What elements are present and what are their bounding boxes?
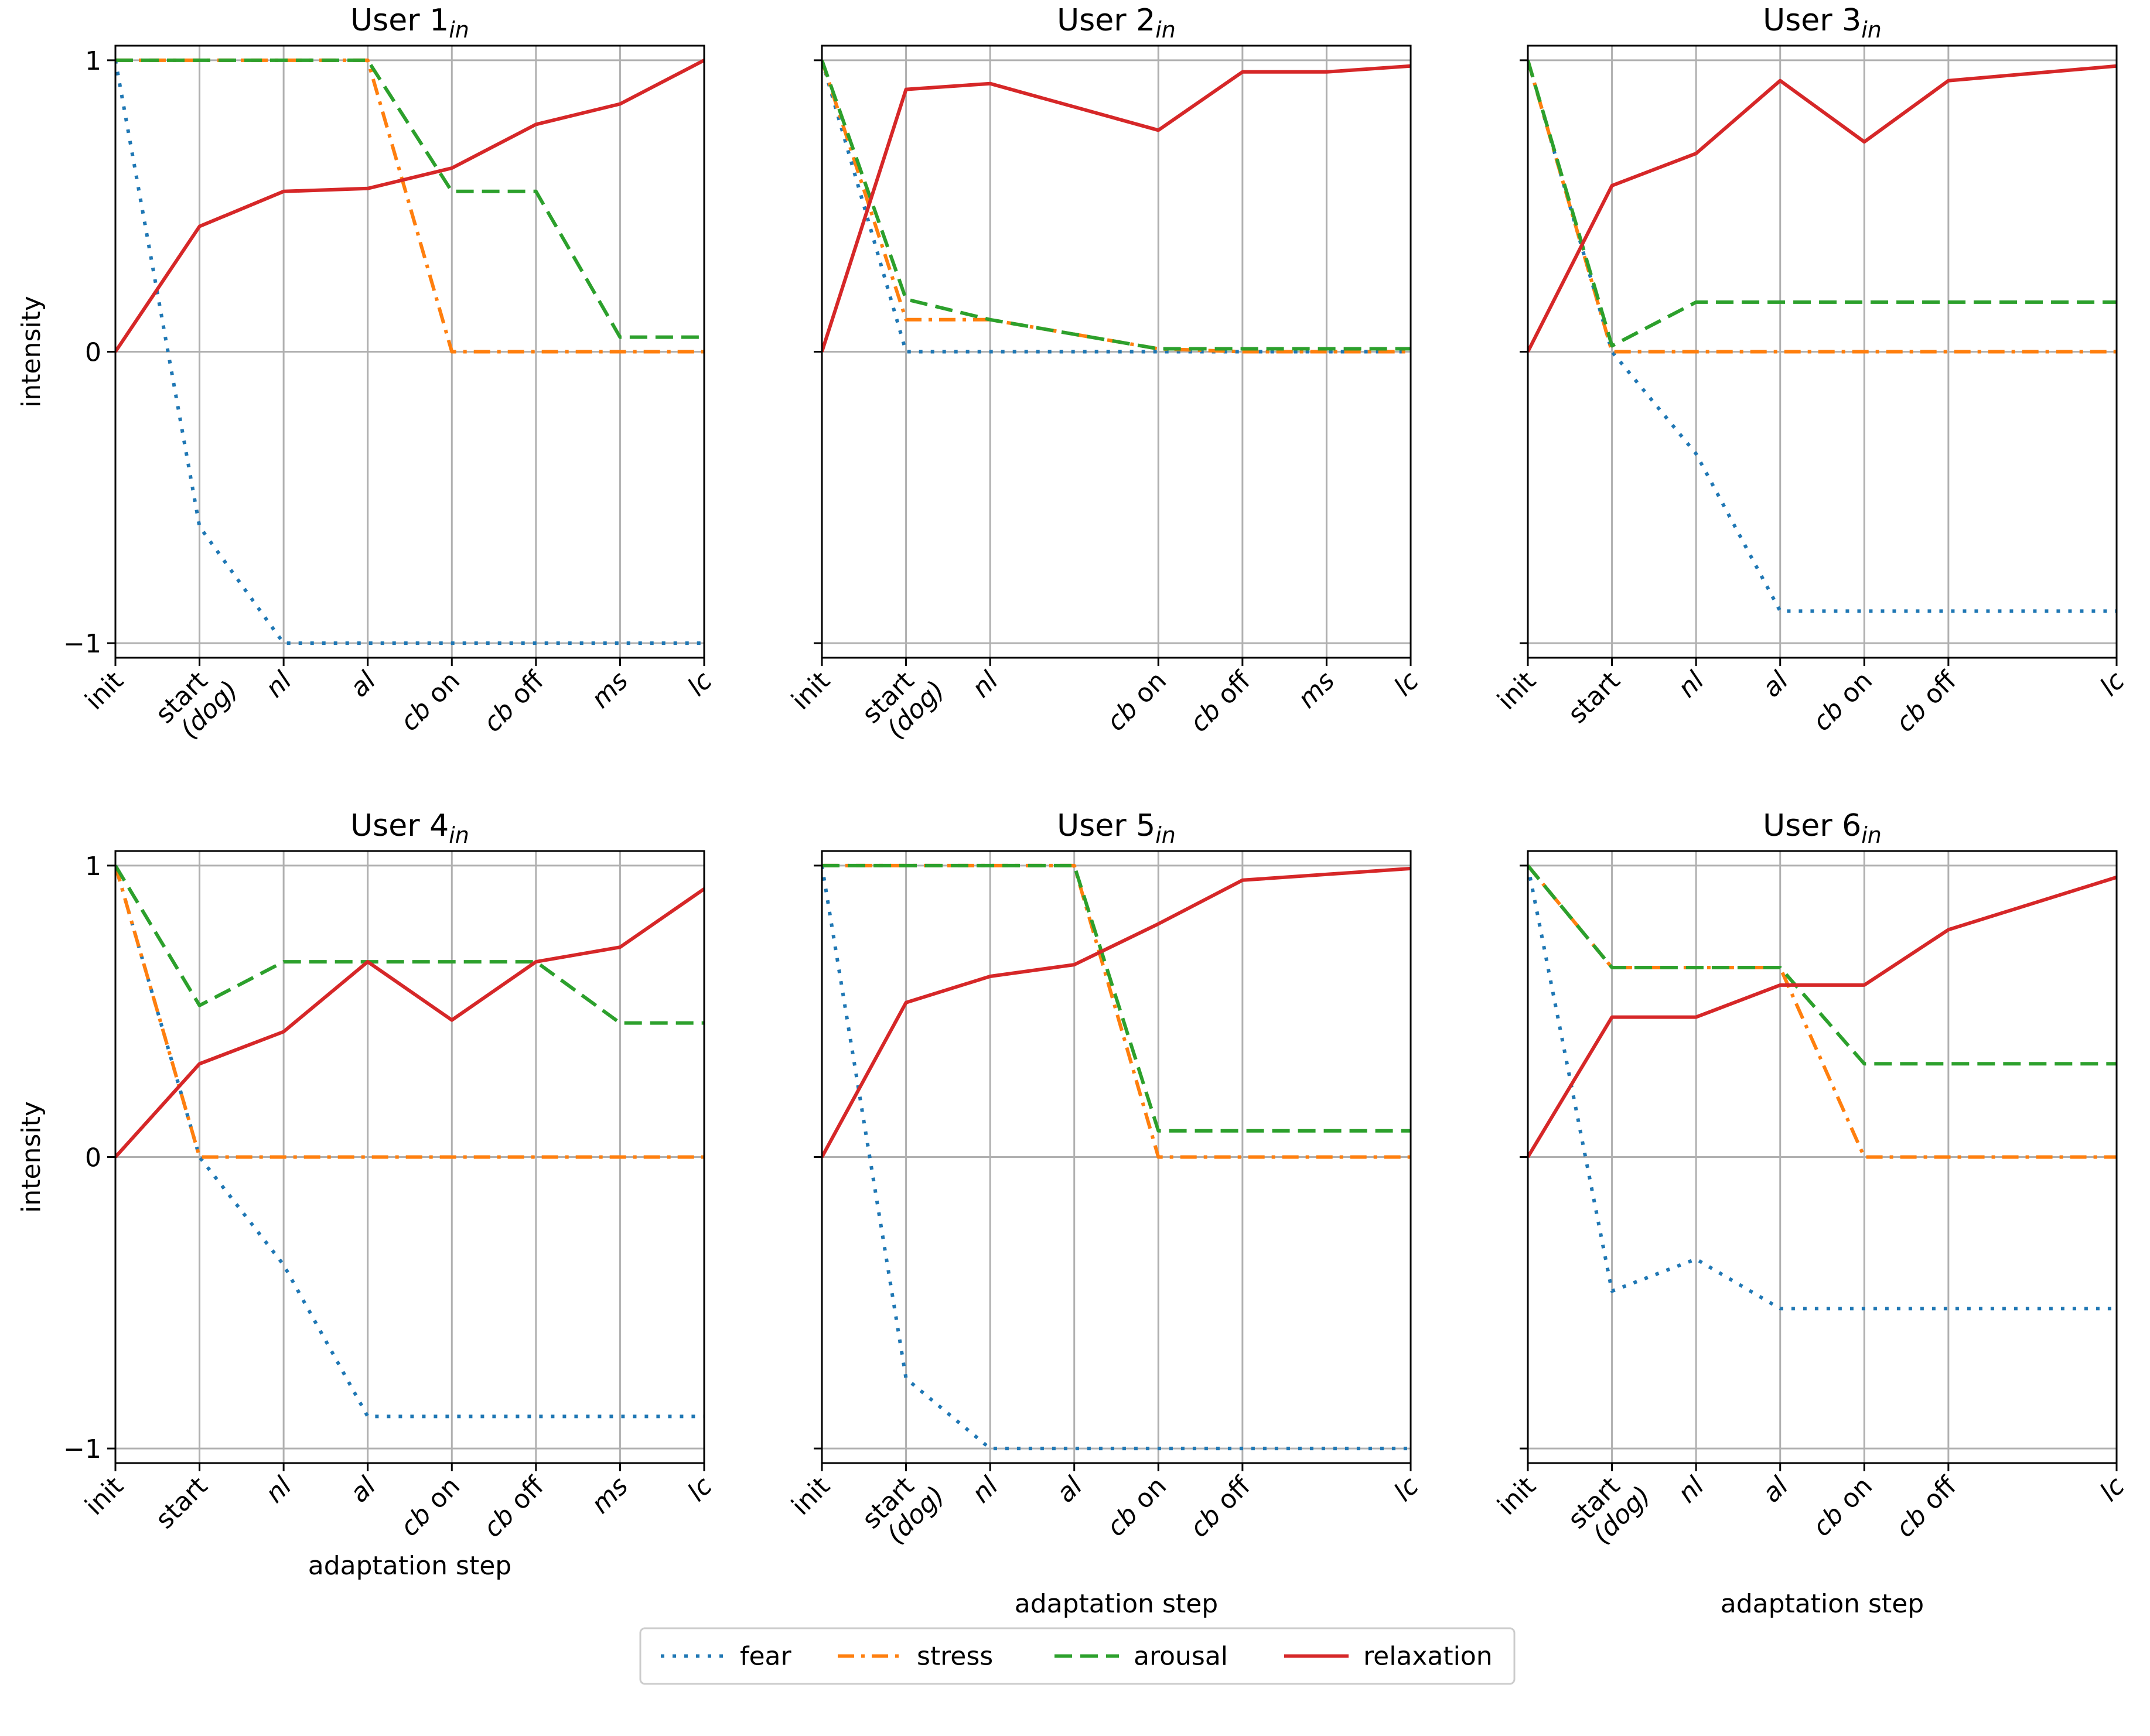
series-line-stress [1528,864,2117,1159]
y-tick-label: 1 [85,46,101,76]
subplot-title: User 4in [350,808,469,848]
x-axis-label: adaptation step [308,1551,511,1581]
series-line-fear [822,865,1411,1451]
series-line-relaxation [1528,875,2117,1159]
series-lines [822,59,1411,354]
series-line-arousal [1528,864,2117,1066]
y-tick-label: 0 [85,338,101,368]
y-tick-label: −1 [63,629,101,659]
series-line-relaxation [1528,64,2117,353]
y-tick-label: −1 [63,1434,101,1464]
series-line-fear [1528,865,2117,1311]
x-axis-label: adaptation step [1015,1589,1218,1619]
series-lines [1528,864,2117,1311]
series-line-arousal [822,59,1411,351]
y-tick-label: 1 [85,852,101,881]
legend-label-relaxation: relaxation [1363,1642,1493,1672]
series-lines [822,863,1411,1451]
y-axis-label: intensity [16,296,46,408]
series-line-arousal [115,864,704,1025]
series-line-arousal [1528,60,2117,348]
x-axis-label: adaptation step [1721,1589,1924,1619]
legend-label-arousal: arousal [1134,1642,1228,1672]
subplot-title: User 3in [1763,3,1882,43]
series-lines [115,58,704,645]
subplot-title: User 2in [1057,3,1176,43]
series-line-arousal [115,58,704,339]
legend-frame [639,1627,1516,1685]
legend: fear stress arousal relaxation [639,1627,1516,1685]
series-line-relaxation [115,59,704,353]
legend-label-stress: stress [917,1642,993,1672]
subplot-title: User 6in [1763,808,1882,848]
subplot-title: User 5in [1057,808,1176,848]
subplot-title: User 1in [350,3,469,43]
y-axis-label: intensity [16,1101,46,1213]
series-line-relaxation [115,887,704,1159]
series-line-relaxation [822,866,1411,1158]
series-lines [1528,60,2117,613]
y-tick-label: 0 [85,1143,101,1173]
series-line-fear [115,60,704,645]
legend-label-fear: fear [740,1642,792,1672]
series-line-stress [115,865,704,1159]
series-line-stress [822,59,1411,354]
series-lines [115,864,704,1419]
series-line-arousal [822,863,1411,1133]
series-line-relaxation [822,64,1411,353]
